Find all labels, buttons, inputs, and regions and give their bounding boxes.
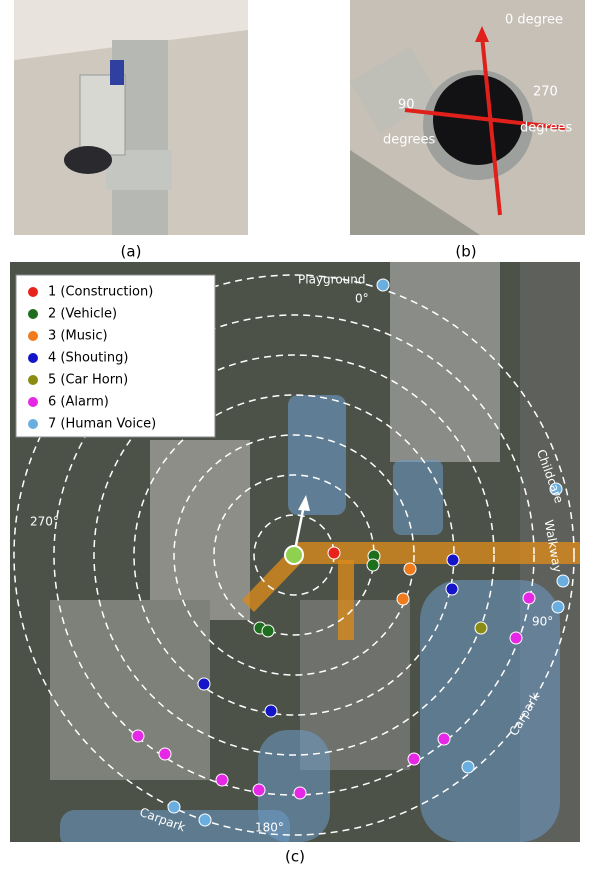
source-dot bbox=[262, 625, 274, 637]
place-label: Playground bbox=[298, 273, 365, 287]
caption: (a) bbox=[121, 243, 142, 261]
source-dot bbox=[367, 559, 379, 571]
angle-label: 270 bbox=[533, 85, 558, 100]
angle-label: 0 degree bbox=[505, 13, 563, 28]
source-dot bbox=[510, 632, 522, 644]
source-dot bbox=[198, 678, 210, 690]
angle-label: 90 bbox=[398, 98, 415, 113]
source-dot bbox=[462, 761, 474, 773]
legend-swatch bbox=[28, 375, 38, 385]
caption: (b) bbox=[455, 243, 476, 261]
source-dot bbox=[557, 575, 569, 587]
source-dot bbox=[159, 748, 171, 760]
legend-label: 3 (Music) bbox=[48, 329, 108, 344]
angle-label: degrees bbox=[520, 121, 573, 136]
source-dot bbox=[168, 801, 180, 813]
caption: (c) bbox=[285, 848, 305, 866]
source-dot bbox=[404, 563, 416, 575]
source-dot bbox=[523, 592, 535, 604]
source-dot bbox=[408, 753, 420, 765]
source-dot bbox=[475, 622, 487, 634]
source-dot bbox=[199, 814, 211, 826]
source-dot bbox=[446, 583, 458, 595]
legend-label: 1 (Construction) bbox=[48, 285, 153, 300]
source-dot bbox=[265, 705, 277, 717]
source-dot bbox=[397, 593, 409, 605]
source-dot bbox=[132, 730, 144, 742]
legend-label: 6 (Alarm) bbox=[48, 395, 109, 410]
source-dot bbox=[447, 554, 459, 566]
angle-label: 90° bbox=[532, 615, 553, 629]
legend-label: 4 (Shouting) bbox=[48, 351, 128, 366]
source-dot bbox=[552, 601, 564, 613]
angle-label: 270° bbox=[30, 515, 59, 529]
source-dot bbox=[377, 279, 389, 291]
legend-swatch bbox=[28, 353, 38, 363]
photo-a bbox=[14, 0, 248, 235]
photo-b bbox=[350, 0, 585, 235]
figure: (a) 0 degree 90 degrees 270 degrees (b) bbox=[0, 0, 590, 871]
legend-swatch bbox=[28, 287, 38, 297]
angle-label: degrees bbox=[383, 133, 436, 148]
source-dot bbox=[294, 787, 306, 799]
source-dot bbox=[253, 784, 265, 796]
angle-label: 0° bbox=[355, 292, 369, 306]
legend-swatch bbox=[28, 397, 38, 407]
legend-swatch bbox=[28, 419, 38, 429]
legend-label: 2 (Vehicle) bbox=[48, 307, 117, 322]
legend-swatch bbox=[28, 331, 38, 341]
source-dot bbox=[438, 733, 450, 745]
angle-label: 180° bbox=[255, 821, 284, 835]
source-dot bbox=[216, 774, 228, 786]
legend-label: 7 (Human Voice) bbox=[48, 417, 156, 432]
legend-label: 5 (Car Horn) bbox=[48, 373, 128, 388]
microphone bbox=[285, 546, 303, 564]
legend-swatch bbox=[28, 309, 38, 319]
source-dot bbox=[328, 547, 340, 559]
